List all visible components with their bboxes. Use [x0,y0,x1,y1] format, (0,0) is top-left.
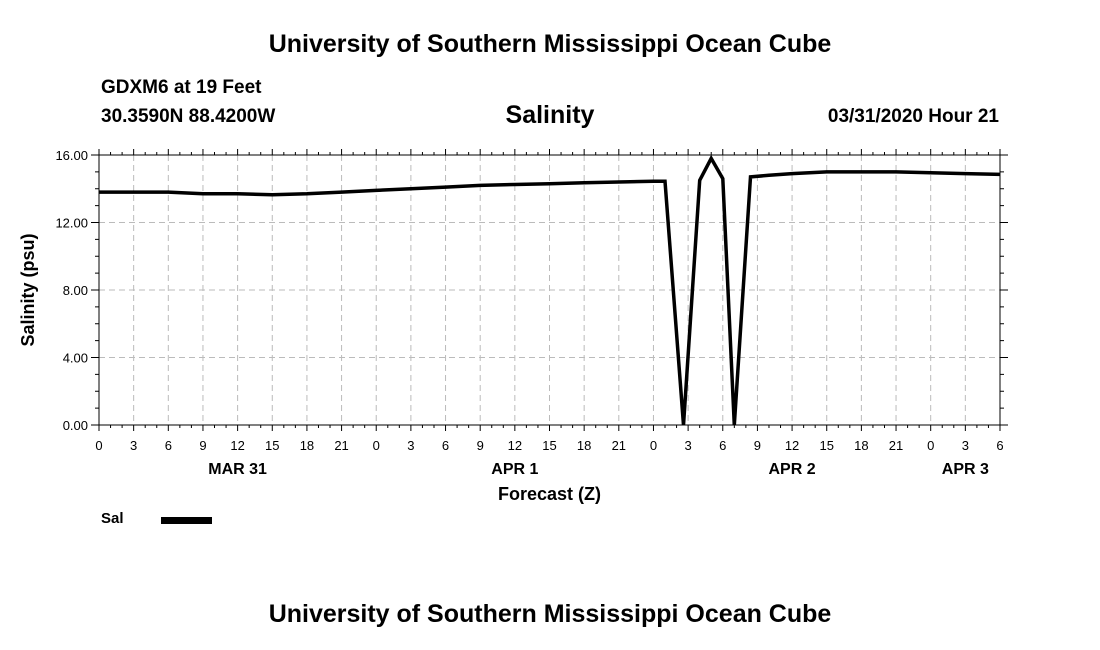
date-label: MAR 31 [208,461,267,478]
x-tick-label: 6 [719,438,726,453]
x-tick-label: 12 [785,438,799,453]
x-tick-label: 0 [373,438,380,453]
x-axis-label: Forecast (Z) [498,484,601,504]
x-tick-label: 9 [199,438,206,453]
legend-label: Sal [101,510,124,527]
station-label: GDXM6 at 19 Feet [101,77,262,98]
series-line-salinity [99,154,1001,426]
x-tick-label: 3 [684,438,691,453]
x-tick-label: 3 [962,438,969,453]
x-tick-label: 12 [508,438,522,453]
x-tick-label: 6 [442,438,449,453]
grid-layer [99,155,1000,425]
axis-layer [91,149,1008,431]
y-tick-label: 0.00 [63,418,88,433]
x-tick-label: 15 [542,438,556,453]
date-label: APR 1 [491,461,538,478]
x-tick-label: 3 [407,438,414,453]
x-tick-label: 0 [95,438,102,453]
x-tick-label: 0 [927,438,934,453]
x-tick-label: 18 [854,438,868,453]
x-tick-label: 15 [819,438,833,453]
y-axis-label: Salinity (psu) [18,233,38,346]
x-tick-label: 6 [165,438,172,453]
footer-title: University of Southern Mississippi Ocean… [268,600,832,628]
plot-frame [98,154,1001,426]
coordinates-label: 30.3590N 88.4200W [101,106,276,127]
x-tick-label: 21 [612,438,626,453]
y-tick-label: 4.00 [63,351,88,366]
date-label: APR 3 [942,461,989,478]
x-tick-label: 21 [334,438,348,453]
x-tick-label: 18 [577,438,591,453]
chart-title: Salinity [505,101,595,129]
date-label: APR 2 [769,461,816,478]
x-tick-label: 21 [889,438,903,453]
legend-swatch [161,517,212,524]
y-tick-label: 12.00 [55,216,88,231]
forecast-datetime: 03/31/2020 Hour 21 [827,106,999,127]
x-tick-label: 18 [300,438,314,453]
y-tick-label: 16.00 [55,148,88,163]
label-layer: 0 3 6 9 12 15 18 21 0 3 6 9 12 15 18 21 0 3 6 9 12 15 18 21 0 3 6 0… [18,148,1004,504]
x-tick-label: 0 [650,438,657,453]
y-tick-label: 8.00 [63,283,88,298]
x-tick-label: 9 [477,438,484,453]
page-title: University of Southern Mississippi Ocean… [268,30,832,58]
x-tick-label: 9 [754,438,761,453]
x-tick-label: 15 [265,438,279,453]
x-tick-label: 3 [130,438,137,453]
series-layer [99,154,1001,426]
x-tick-label: 12 [230,438,244,453]
x-tick-label: 6 [996,438,1003,453]
